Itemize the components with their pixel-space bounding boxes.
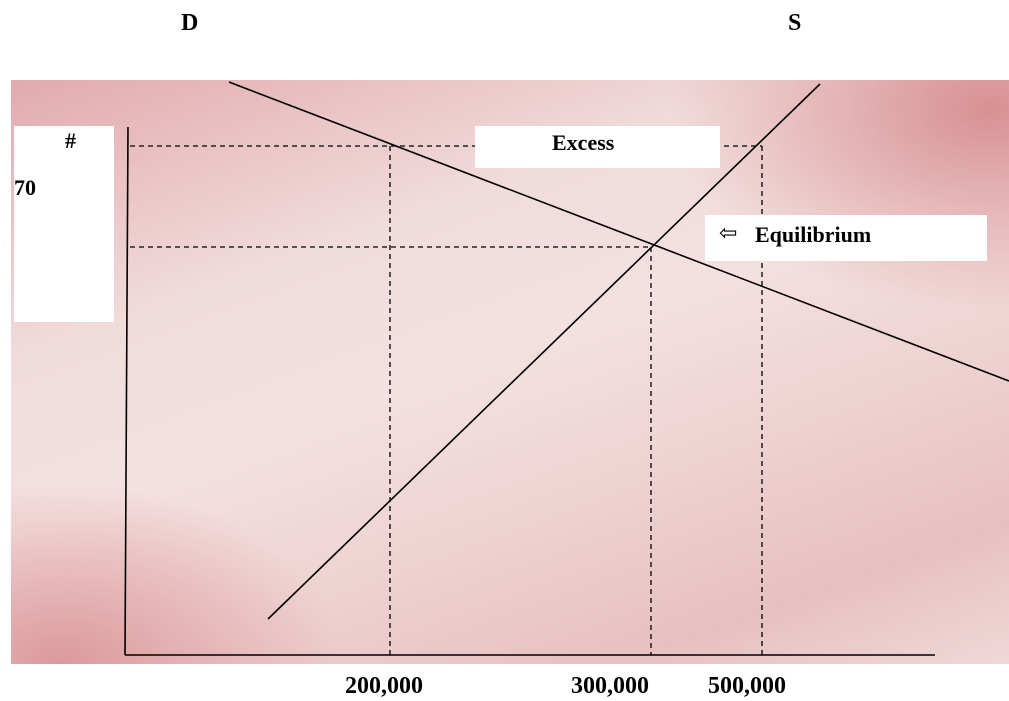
demand-curve-label: D — [181, 10, 199, 36]
price-label-box — [14, 126, 114, 322]
demand-curve — [228, 81, 1009, 382]
equilibrium-annotation-box — [705, 215, 987, 261]
curves — [228, 81, 1009, 620]
supply-curve-label: S — [788, 10, 802, 36]
left-arrow-icon: ⇦ — [719, 221, 738, 246]
x-tick-label: 200,000 — [345, 673, 423, 699]
x-tick-label: 500,000 — [708, 673, 786, 699]
excess-annotation-label: Excess — [552, 130, 615, 155]
supply-curve — [267, 83, 821, 620]
y-axis — [124, 126, 129, 656]
equilibrium-annotation-label: Equilibrium — [755, 222, 872, 247]
x-tick-label: 300,000 — [571, 673, 649, 699]
axes — [124, 126, 935, 656]
chart-background-panel — [11, 80, 1009, 664]
guide-lines — [130, 145, 763, 655]
price-value-label: 70 — [14, 175, 36, 200]
excess-annotation-box — [475, 126, 720, 168]
price-symbol-label: # — [65, 128, 76, 153]
